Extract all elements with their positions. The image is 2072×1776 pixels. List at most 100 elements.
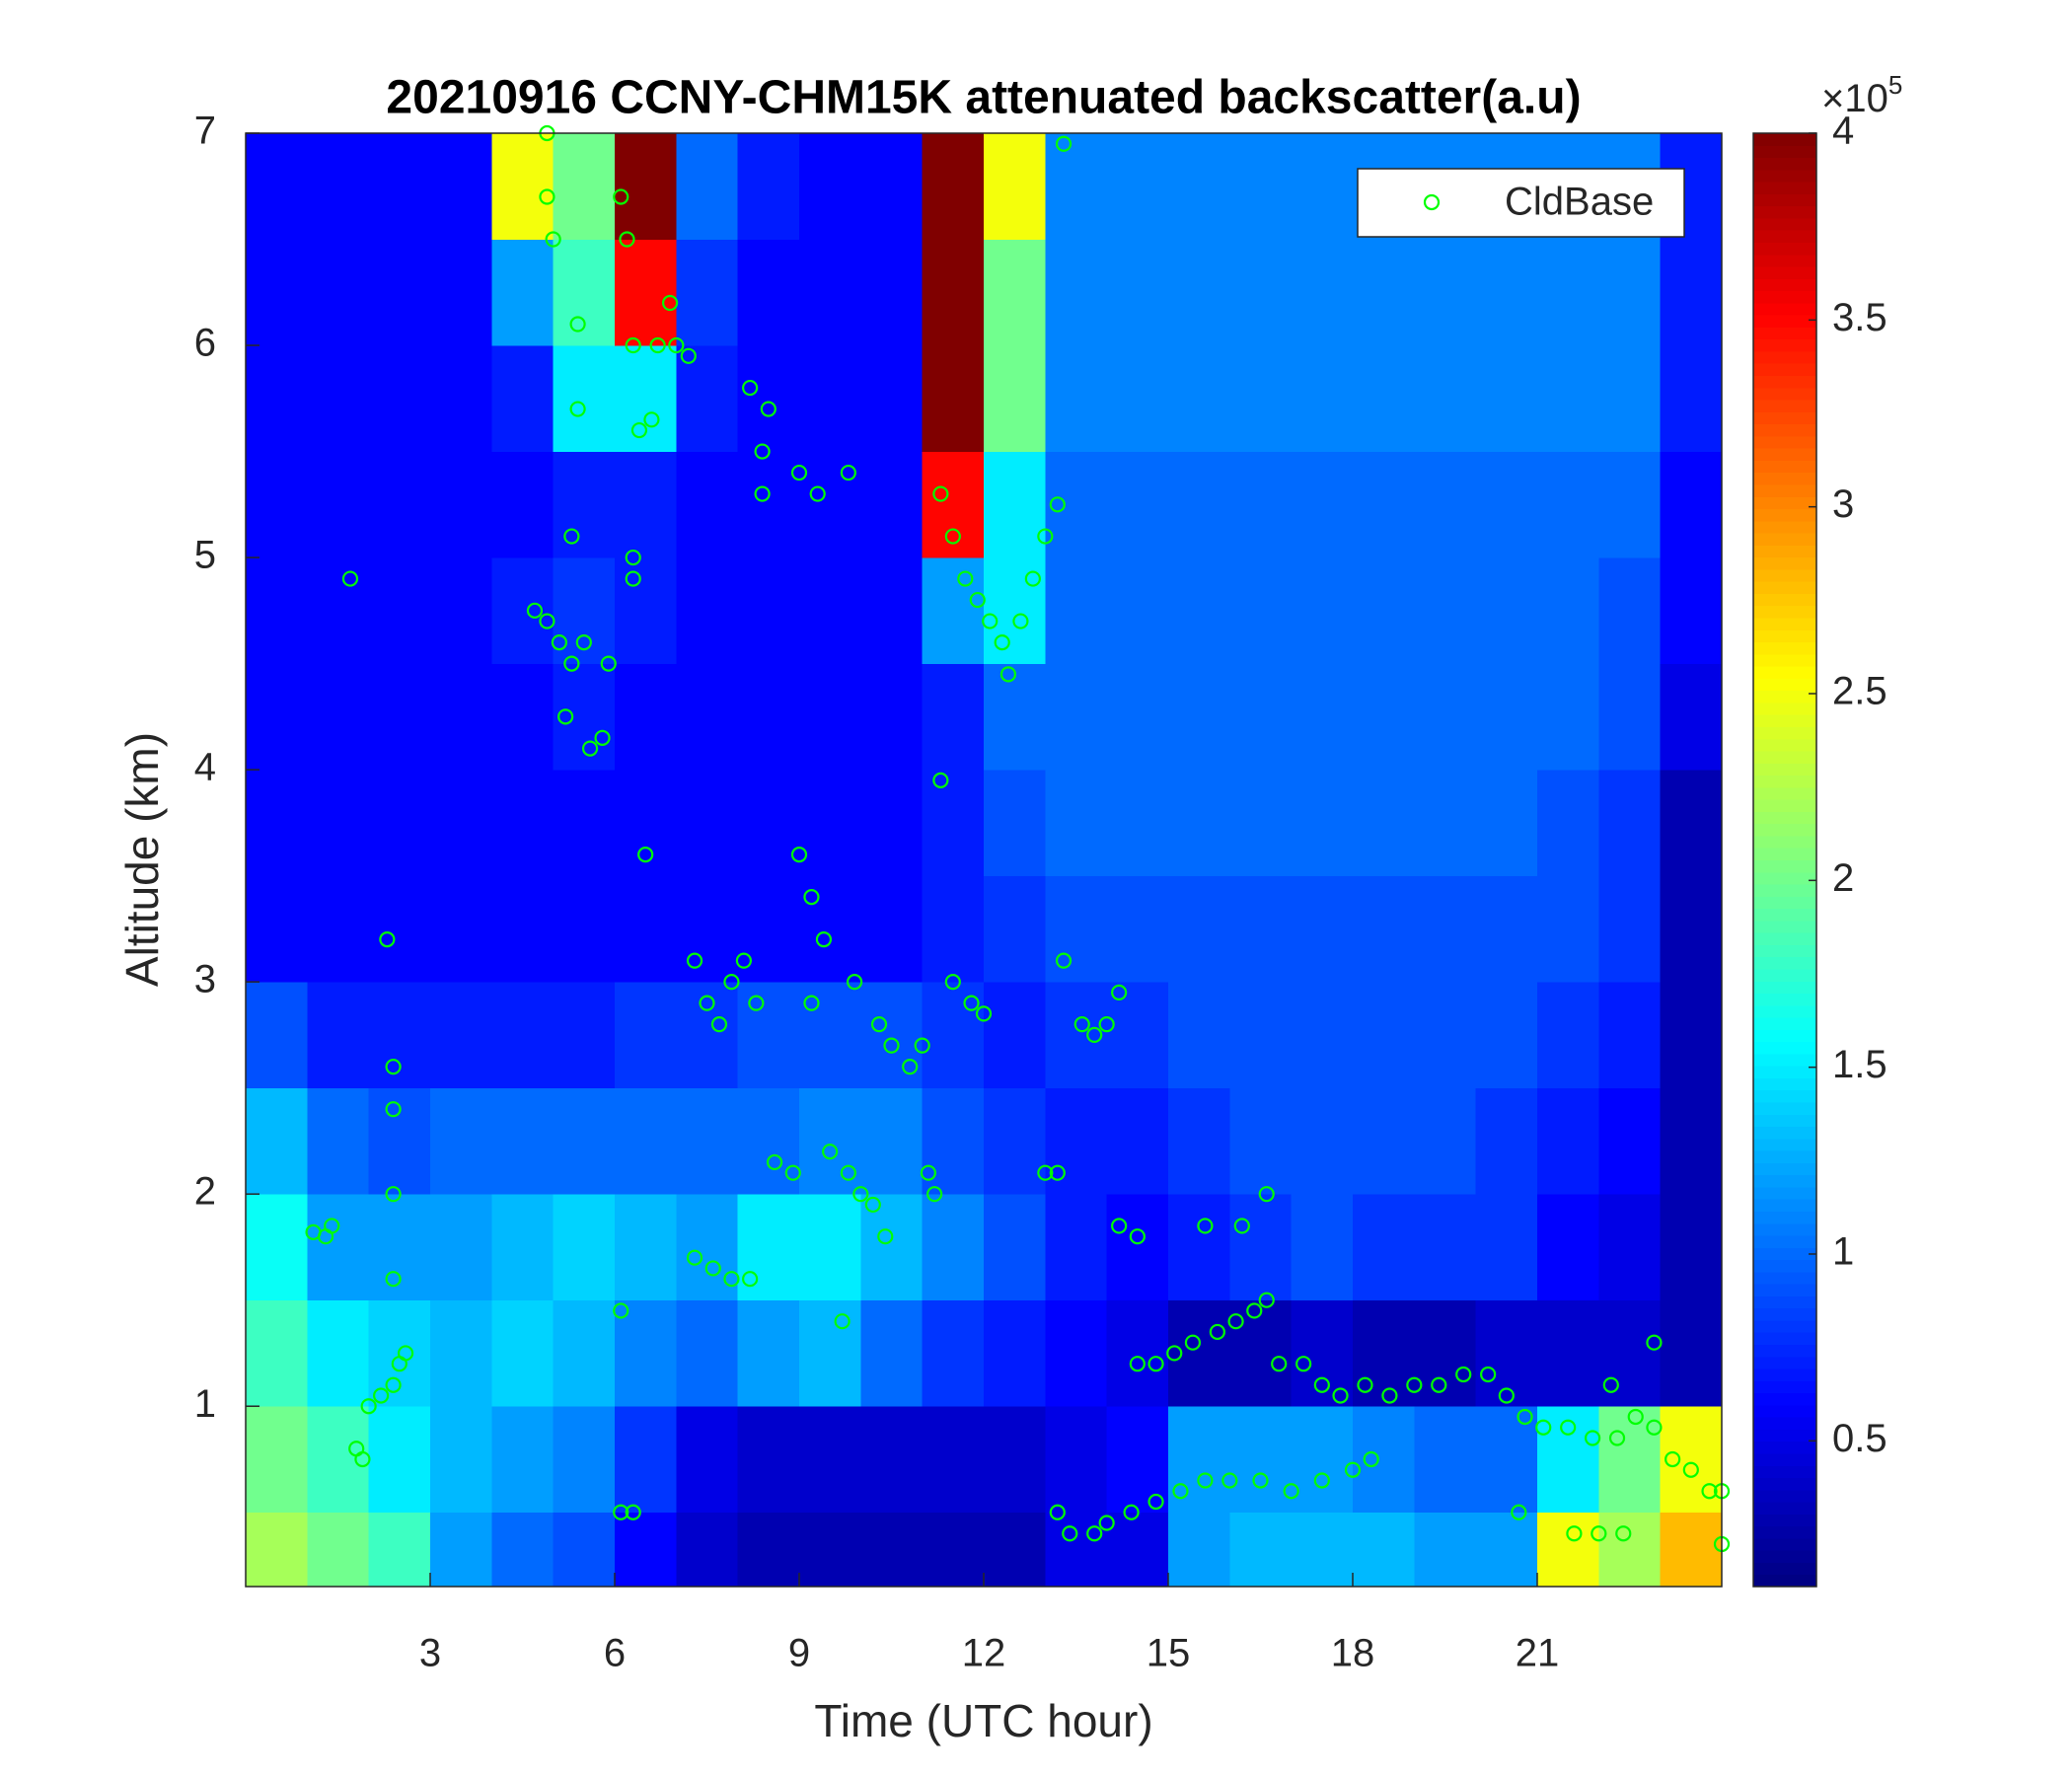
heatmap-cell	[1106, 557, 1169, 665]
heatmap-cell	[368, 557, 431, 665]
heatmap-cell	[1353, 1299, 1415, 1407]
cloud-base-marker	[613, 1302, 629, 1319]
heatmap-cell	[1229, 239, 1293, 346]
colorbar-band	[1753, 726, 1816, 740]
heatmap-cell	[1537, 1406, 1599, 1514]
heatmap-cell	[615, 663, 677, 771]
cloud-base-marker	[784, 1164, 801, 1181]
heatmap-cell	[1229, 1512, 1293, 1588]
heatmap	[246, 133, 1723, 1588]
colorbar-band	[1753, 230, 1816, 243]
cloud-base-marker	[1147, 1493, 1164, 1511]
heatmap-cell	[246, 875, 308, 983]
colorbar-band	[1753, 1380, 1816, 1394]
multiplier-base: ×10	[1821, 77, 1888, 120]
colorbar-band	[1753, 1211, 1816, 1224]
colorbar-band	[1753, 786, 1816, 800]
heatmap-cell	[1598, 982, 1662, 1089]
heatmap-cell	[430, 1194, 492, 1301]
heatmap-cell	[1414, 770, 1477, 877]
heatmap-cell	[368, 663, 431, 771]
cloud-base-marker	[385, 1271, 402, 1288]
cloud-base-marker	[852, 1186, 869, 1203]
heatmap-cell	[1475, 1299, 1538, 1407]
heatmap-cell	[984, 663, 1046, 771]
cloud-base-marker	[680, 347, 697, 364]
legend-marker	[1423, 193, 1441, 211]
cloud-base-marker	[1535, 1419, 1552, 1436]
heatmap-cell	[1660, 1087, 1723, 1195]
colorbar-band	[1753, 217, 1816, 231]
heatmap-cell	[246, 451, 308, 558]
cloud-base-marker	[1271, 1356, 1288, 1372]
colorbar-band	[1753, 981, 1816, 995]
colorbar-band	[1753, 205, 1816, 219]
heatmap-cell	[1414, 345, 1477, 453]
heatmap-cell	[799, 345, 861, 453]
heatmap-cell	[307, 1299, 370, 1407]
y-tick-label: 1	[194, 1382, 216, 1426]
heatmap-cell	[1291, 663, 1354, 771]
colorbar-band	[1753, 545, 1816, 558]
colorbar-band	[1753, 460, 1816, 474]
heatmap-cell	[307, 875, 370, 983]
cloud-base-marker	[926, 1186, 943, 1203]
heatmap-cell	[1537, 239, 1599, 346]
heatmap-cell	[1291, 1087, 1354, 1195]
axes: 20210916 CCNY-CHM15K attenuated backscat…	[116, 70, 1902, 1746]
colorbar-band	[1753, 1089, 1816, 1103]
heatmap-cell	[553, 557, 616, 665]
colorbar-band	[1753, 1429, 1816, 1443]
heatmap-cell	[737, 1087, 800, 1195]
heatmap-cell	[491, 663, 555, 771]
heatmap-cell	[1475, 1512, 1538, 1588]
heatmap-cell	[799, 1512, 861, 1588]
cloud-base-marker	[1363, 1450, 1379, 1468]
heatmap-cell	[368, 1406, 431, 1514]
heatmap-cell	[553, 1087, 616, 1195]
cloud-base-marker	[1233, 1218, 1250, 1234]
heatmap-cell	[553, 770, 616, 877]
heatmap-cell	[737, 1406, 800, 1514]
heatmap-cell	[1229, 1087, 1293, 1195]
cloud-base-marker	[1012, 613, 1029, 629]
heatmap-cell	[1537, 345, 1599, 453]
heatmap-cell	[984, 239, 1046, 346]
heatmap-cell	[860, 1087, 924, 1195]
heatmap-cell	[491, 1406, 555, 1514]
colorbar-band	[1753, 835, 1816, 849]
colorbar-band	[1753, 1126, 1816, 1140]
heatmap-cell	[860, 982, 924, 1089]
colorbar-band	[1753, 375, 1816, 389]
cloud-base-marker	[1511, 1504, 1527, 1520]
colorbar-band	[1753, 1417, 1816, 1430]
colorbar-band	[1753, 1562, 1816, 1576]
cloud-base-marker	[545, 231, 561, 248]
cloud-base-marker	[686, 952, 703, 969]
colorbar-band	[1753, 678, 1816, 692]
cloud-base-marker	[668, 336, 685, 354]
heatmap-cell	[1168, 1087, 1230, 1195]
cloud-base-marker	[539, 188, 555, 205]
heatmap-cell	[1537, 1512, 1599, 1588]
cloud-base-marker	[803, 889, 820, 906]
heatmap-cell	[922, 133, 985, 241]
heatmap-cell	[1353, 982, 1415, 1089]
cloud-base-marker	[1166, 1345, 1183, 1362]
colorbar-band	[1753, 993, 1816, 1006]
cloud-base-marker	[1098, 1515, 1115, 1531]
y-tick-label: 3	[194, 958, 216, 1001]
heatmap-cell	[1660, 557, 1723, 665]
heatmap-cell	[1045, 1299, 1108, 1407]
colorbar-band	[1753, 920, 1816, 933]
colorbar-band	[1753, 556, 1816, 570]
colorbar-band	[1753, 193, 1816, 207]
heatmap-cell	[1045, 875, 1108, 983]
cloud-base-marker	[742, 1271, 759, 1288]
heatmap-cell	[246, 557, 308, 665]
colorbar-band	[1753, 411, 1816, 425]
cloud-base-marker	[742, 379, 759, 397]
cloud-base-marker	[1049, 1164, 1066, 1181]
cloud-base-marker	[563, 655, 580, 672]
heatmap-cell	[984, 133, 1046, 241]
